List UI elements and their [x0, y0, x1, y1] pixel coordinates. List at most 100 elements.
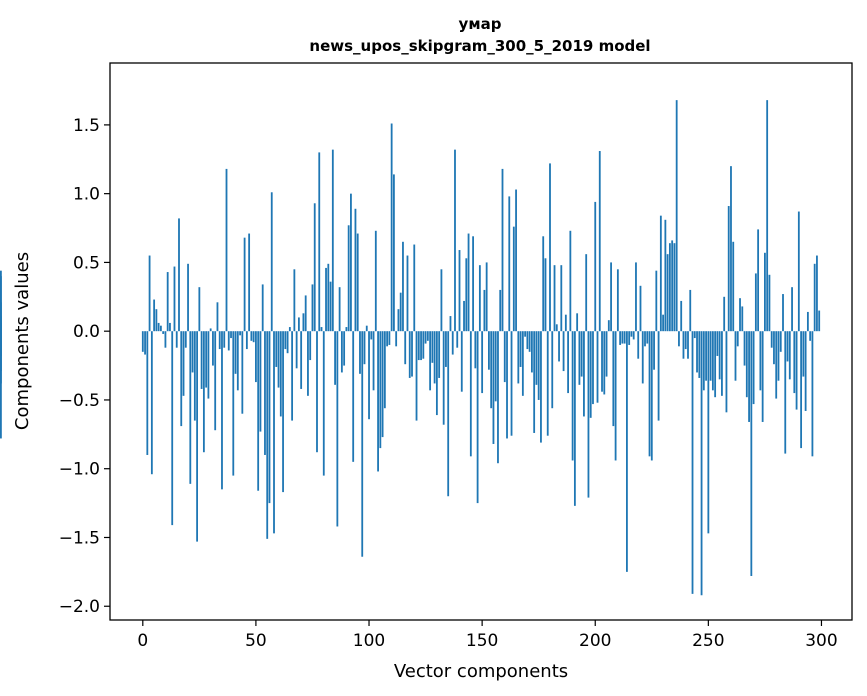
bar: [277, 331, 280, 388]
y-tick-label: 1.0: [73, 185, 100, 205]
bar: [528, 331, 531, 352]
bar: [619, 331, 622, 345]
bar: [655, 270, 658, 332]
bar: [700, 331, 703, 596]
bar: [657, 331, 660, 421]
bar: [0, 331, 2, 439]
bar: [766, 100, 769, 332]
bar: [288, 327, 291, 332]
bar: [365, 325, 368, 332]
bar: [488, 331, 490, 370]
bar: [623, 331, 626, 344]
bar: [438, 331, 441, 378]
bar: [248, 233, 251, 332]
bar: [279, 331, 282, 417]
y-tick-label: −0.5: [59, 391, 100, 411]
bar: [463, 300, 465, 332]
bar: [141, 331, 144, 352]
bar: [795, 331, 798, 410]
x-tick-label: 0: [137, 631, 148, 651]
bar: [458, 250, 461, 332]
bar: [164, 331, 167, 348]
chart-subtitle: news_upos_skipgram_300_5_2019 model: [309, 37, 650, 55]
bar: [182, 331, 185, 396]
bar: [374, 230, 377, 332]
bar: [521, 331, 524, 396]
bar: [372, 331, 375, 391]
bar: [241, 331, 244, 414]
bar: [447, 331, 450, 497]
bar: [245, 331, 248, 350]
bar: [664, 219, 667, 332]
bar: [266, 331, 269, 539]
bar: [562, 331, 565, 372]
bar: [370, 331, 373, 340]
bar: [754, 273, 757, 332]
bar: [467, 233, 470, 332]
bar: [198, 287, 201, 332]
bar: [175, 331, 178, 348]
bar: [526, 331, 529, 350]
bar: [347, 225, 350, 332]
bar: [802, 331, 805, 377]
bar: [354, 208, 357, 332]
bar: [687, 331, 689, 359]
bar: [424, 331, 427, 344]
bar: [282, 331, 284, 493]
bar: [352, 331, 355, 462]
bar: [329, 281, 332, 332]
bar: [390, 123, 393, 332]
bar: [540, 331, 542, 443]
bar: [492, 331, 495, 444]
bar: [644, 331, 646, 347]
y-tick-label: −1.5: [59, 528, 100, 548]
bar: [716, 331, 719, 356]
bars-group: [0, 100, 821, 596]
bar: [207, 331, 210, 399]
bar: [809, 331, 812, 341]
bar: [465, 258, 468, 332]
bar: [218, 331, 221, 350]
bar: [499, 289, 502, 332]
bar: [264, 331, 266, 455]
bar: [569, 230, 572, 332]
bar: [501, 168, 504, 332]
bar: [702, 331, 705, 391]
bar: [632, 331, 635, 340]
bar: [748, 331, 750, 422]
bar: [368, 331, 370, 420]
bar: [705, 331, 707, 381]
bar: [761, 331, 764, 422]
bar: [327, 263, 330, 332]
bar: [515, 189, 517, 332]
bar: [150, 331, 153, 475]
bar: [386, 331, 389, 347]
y-tick-label: 0.0: [73, 322, 100, 342]
bar: [535, 331, 538, 385]
bar: [696, 331, 698, 373]
bar: [454, 149, 456, 332]
bar: [435, 331, 438, 416]
bar: [359, 331, 361, 374]
bar: [338, 287, 341, 332]
bar: [675, 100, 678, 332]
bar: [356, 233, 359, 332]
bar: [336, 331, 339, 527]
bar: [544, 258, 547, 332]
bar: [331, 149, 334, 332]
bar: [286, 331, 289, 354]
bar: [791, 287, 793, 332]
bar: [399, 292, 402, 332]
bar: [223, 331, 226, 348]
y-tick-label: −1.0: [59, 460, 100, 480]
bar: [626, 331, 628, 572]
bar: [171, 331, 174, 526]
bar: [0, 331, 2, 384]
bar: [739, 298, 741, 332]
bar: [307, 331, 309, 396]
bar: [721, 331, 723, 396]
bar: [684, 331, 687, 350]
bar: [417, 331, 420, 361]
bar: [200, 331, 203, 389]
